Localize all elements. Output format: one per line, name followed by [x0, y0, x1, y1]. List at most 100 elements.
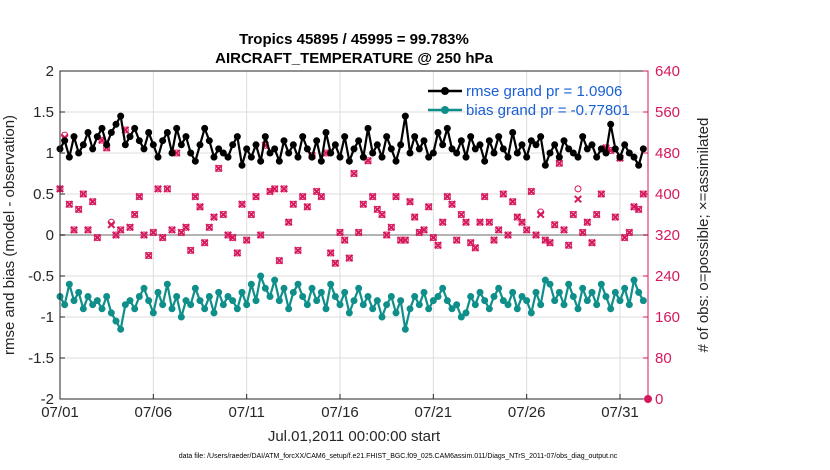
rmse-marker	[378, 153, 386, 161]
rmse-marker	[411, 133, 419, 141]
bias-marker	[588, 288, 596, 296]
obs-assimilated-stroke	[434, 241, 442, 250]
bias-marker	[499, 297, 507, 305]
obs-assimilated-marker	[490, 236, 498, 245]
axes: 07/01 07/06 07/11 07/16 07/21 07/26 07/31 -2 -1.…	[28, 63, 680, 421]
x-axis-label: Jul.01,2011 00:00:00 start	[268, 428, 441, 445]
bias-marker	[117, 325, 125, 333]
bias-marker	[140, 284, 148, 292]
rmse-marker	[476, 141, 484, 149]
obs-possible-marker	[89, 198, 97, 206]
obs-assimilated-marker	[480, 192, 489, 201]
bias-marker	[481, 297, 489, 305]
x-tick-label: 07/06	[135, 404, 173, 421]
obs-possible-marker	[280, 185, 288, 193]
obs-assimilated-stroke	[270, 184, 279, 193]
obs-assimilated-marker	[410, 213, 419, 221]
obs-assimilated-stroke	[340, 236, 349, 245]
obs-possible-marker	[588, 239, 596, 247]
bias-marker	[75, 288, 83, 296]
bias-marker	[154, 288, 162, 296]
obs-assimilated-marker	[522, 225, 531, 234]
rmse-marker	[261, 133, 269, 141]
obs-assimilated-stroke	[65, 200, 74, 209]
obs-assimilated-stroke	[149, 228, 158, 237]
rmse-marker	[140, 145, 148, 153]
obs-assimilated-marker	[569, 210, 578, 219]
rmse-marker	[429, 149, 437, 157]
bias-marker	[546, 280, 554, 288]
bias-marker	[527, 309, 535, 317]
obs-assimilated-stroke	[578, 228, 587, 237]
obs-possible-marker	[285, 218, 293, 226]
x-tick-label: 07/16	[321, 404, 359, 421]
obs-assimilated-stroke	[326, 249, 335, 257]
series-marks	[56, 112, 652, 403]
obs-possible-marker	[373, 205, 381, 213]
bias-marker	[439, 284, 447, 292]
obs-possible-marker	[70, 226, 78, 234]
obs-assimilated-stroke	[508, 197, 517, 206]
obs-possible-marker	[112, 231, 120, 239]
obs-assimilated-stroke	[79, 190, 88, 198]
bias-marker	[401, 325, 409, 333]
obs-assimilated-marker	[107, 220, 116, 229]
obs-assimilated-stroke	[238, 200, 246, 209]
rmse-marker	[383, 133, 391, 141]
rmse-marker	[462, 153, 470, 161]
obs-possible-marker	[378, 211, 386, 218]
obs-possible-marker	[79, 190, 87, 198]
obs-possible-marker	[243, 236, 251, 244]
obs-assimilated-stroke	[196, 202, 204, 211]
obs-assimilated-marker	[238, 200, 246, 209]
y2-tick-label: 320	[655, 227, 680, 244]
rmse-marker	[243, 145, 251, 153]
bias-marker	[112, 317, 120, 325]
obs-assimilated-marker	[494, 225, 503, 234]
bias-marker	[131, 305, 139, 313]
obs-assimilated-stroke	[504, 231, 512, 239]
obs-assimilated-stroke	[569, 210, 578, 219]
obs-possible-marker	[513, 213, 521, 221]
obs-assimilated-stroke	[210, 213, 218, 221]
obs-assimilated-marker	[79, 190, 88, 198]
bias-marker	[215, 288, 223, 296]
obs-assimilated-marker	[326, 249, 335, 257]
bias-marker	[387, 293, 395, 300]
rmse-marker	[182, 133, 190, 141]
obs-assimilated-marker	[392, 192, 400, 201]
bias-marker	[471, 301, 479, 309]
bias-marker	[149, 309, 157, 317]
obs-possible-marker	[163, 185, 171, 193]
bias-marker	[476, 288, 484, 296]
bias-marker	[229, 297, 237, 305]
obs-possible-marker	[177, 228, 185, 236]
obs-assimilated-marker	[168, 225, 176, 234]
obs-possible-marker	[579, 228, 587, 236]
obs-possible-marker	[406, 198, 414, 206]
obs-assimilated-stroke	[522, 225, 531, 234]
obs-assimilated-marker	[350, 169, 358, 178]
obs-assimilated-marker	[298, 192, 307, 201]
y2-tick-label: 480	[655, 145, 680, 162]
bias-marker	[429, 297, 437, 305]
rmse-marker	[513, 149, 521, 157]
obs-assimilated-marker	[485, 218, 494, 227]
obs-assimilated-stroke	[382, 231, 391, 239]
obs-possible-marker	[597, 190, 605, 198]
bias-marker	[625, 301, 633, 309]
bias-marker	[303, 301, 311, 309]
obs-possible-marker	[439, 218, 447, 226]
rmse-marker	[481, 157, 489, 165]
bias-marker	[89, 301, 97, 309]
obs-assimilated-stroke	[130, 210, 139, 219]
bias-marker	[411, 293, 419, 300]
rmse-marker	[271, 145, 279, 153]
y-tick-label: 2	[46, 63, 54, 80]
rmse-marker	[387, 145, 395, 153]
obs-assimilated-marker	[611, 213, 620, 221]
obs-assimilated-marker	[536, 210, 545, 219]
rmse-marker	[434, 129, 442, 136]
obs-possible-marker	[201, 239, 209, 247]
obs-assimilated-stroke	[457, 210, 466, 219]
